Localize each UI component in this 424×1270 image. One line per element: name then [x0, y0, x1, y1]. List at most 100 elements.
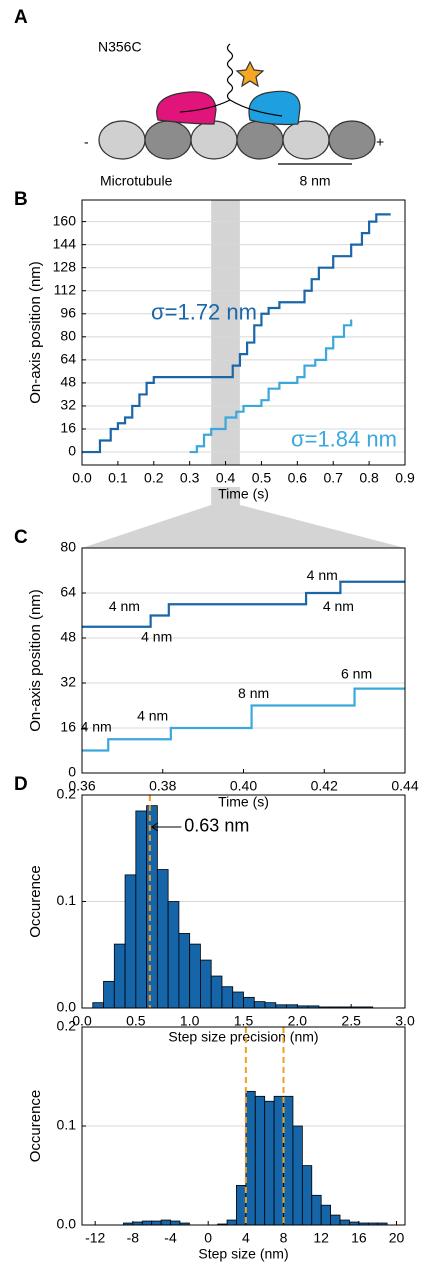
annotation: 6 nm — [341, 665, 372, 681]
annotation: 4 nm — [323, 598, 354, 614]
x-tick-label: 0.7 — [323, 470, 343, 486]
bar — [236, 1185, 247, 1226]
bar — [254, 1095, 266, 1226]
bar — [189, 943, 201, 1009]
x-tick-label: 0.38 — [149, 778, 176, 794]
bar — [92, 1002, 104, 1009]
panel-label: B — [14, 189, 28, 210]
annotation: 8 nm — [238, 685, 269, 701]
bar — [243, 996, 255, 1009]
bar — [283, 1095, 294, 1226]
x-axis-label: Step size precision (nm) — [168, 1029, 318, 1045]
x-tick-label: 20 — [389, 1230, 405, 1246]
y-axis-label: Occurence — [27, 1090, 44, 1163]
x-tick-label: 0.4 — [216, 470, 236, 486]
x-tick-label: 0.36 — [68, 778, 95, 794]
x-tick-label: 0.3 — [180, 470, 200, 486]
panel-label: D — [14, 774, 28, 795]
bar — [245, 1090, 256, 1226]
x-tick-label: 0.9 — [395, 470, 415, 486]
annotation: 4 nm — [109, 598, 140, 614]
bar — [135, 810, 147, 1009]
x-axis-label: Time (s) — [218, 486, 269, 502]
x-axis-label: Step size (nm) — [198, 1246, 288, 1262]
plus-end: + — [376, 134, 384, 150]
x-tick-label: 0.40 — [230, 778, 257, 794]
x-tick-label: 1.5 — [234, 1013, 254, 1029]
y-axis-label: Occurence — [27, 865, 44, 938]
annotation: σ=1.84 nm — [291, 426, 397, 451]
y-axis-label: On-axis position (nm) — [27, 261, 44, 404]
x-tick-label: 0.1 — [108, 470, 128, 486]
trace — [82, 687, 405, 752]
annotation: 4 nm — [307, 567, 338, 583]
x-tick-label: 3.0 — [395, 1013, 415, 1029]
bar — [200, 959, 212, 1009]
y-tick-label: 48 — [60, 629, 76, 645]
y-tick-label: 16 — [60, 420, 76, 436]
plot-frame — [81, 547, 406, 774]
y-tick-label: 96 — [60, 304, 76, 320]
y-axis-label: On-axis position (nm) — [27, 589, 44, 732]
x-tick-label: 0.0 — [72, 470, 92, 486]
trace — [189, 319, 353, 454]
plot-frame — [81, 199, 406, 466]
panel-label: A — [14, 7, 28, 28]
x-tick-label: 2.0 — [288, 1013, 308, 1029]
bar — [103, 980, 115, 1009]
bar — [330, 1214, 341, 1226]
x-tick-label: 16 — [351, 1230, 367, 1246]
y-tick-label: 48 — [60, 374, 76, 390]
y-tick-label: 0 — [68, 764, 76, 780]
annotation: 4 nm — [137, 707, 168, 723]
bar — [170, 1220, 181, 1226]
y-tick-label: 0.2 — [57, 1018, 77, 1034]
bar — [253, 1001, 266, 1009]
bar — [178, 933, 191, 1009]
annotation-arrow — [150, 822, 182, 832]
kinesin-diagram: N356C - + Microtubule 8 nm — [84, 39, 384, 189]
bar — [320, 1204, 332, 1226]
y-tick-label: 32 — [60, 397, 76, 413]
plot-frame — [81, 1026, 406, 1226]
trace — [82, 213, 391, 454]
y-tick-label: 16 — [60, 719, 76, 735]
y-tick-label: 144 — [53, 235, 77, 251]
y-tick-label: 32 — [60, 674, 76, 690]
bar — [210, 975, 223, 1009]
panel-label: C — [14, 527, 28, 548]
y-tick-label: 0.2 — [57, 786, 77, 802]
x-tick-label: 0.44 — [391, 778, 418, 794]
annotation: 0.63 nm — [184, 816, 249, 836]
y-tick-label: 0 — [68, 443, 76, 459]
construct-label: N356C — [98, 39, 142, 55]
x-tick-label: 12 — [313, 1230, 329, 1246]
y-tick-label: 80 — [60, 539, 76, 555]
y-tick-label: 80 — [60, 328, 76, 344]
x-tick-label: 0.5 — [252, 470, 272, 486]
trace — [82, 580, 405, 628]
x-tick-label: -4 — [164, 1230, 177, 1246]
bar — [141, 1220, 153, 1226]
annotation: 4 nm — [141, 629, 172, 645]
bar — [301, 1165, 313, 1226]
bar — [113, 943, 126, 1009]
y-tick-label: 160 — [53, 212, 77, 228]
x-tick-label: -8 — [127, 1230, 140, 1246]
x-tick-label: 0.5 — [126, 1013, 146, 1029]
annotation: σ=1.72 nm — [151, 300, 257, 325]
bar — [292, 1125, 303, 1226]
x-tick-label: 0.6 — [288, 470, 308, 486]
y-tick-label: 0.0 — [57, 1216, 77, 1232]
x-tick-label: 0.2 — [144, 470, 164, 486]
x-tick-label: 0.0 — [72, 1013, 92, 1029]
x-tick-label: 1.0 — [180, 1013, 200, 1029]
bar — [151, 1220, 162, 1226]
y-tick-label: 0.0 — [57, 999, 77, 1015]
x-tick-label: 0 — [204, 1230, 212, 1246]
bar — [124, 874, 137, 1009]
bar — [226, 1219, 237, 1226]
scale-label: 8 nm — [299, 173, 330, 189]
plot-frame — [81, 794, 406, 1009]
